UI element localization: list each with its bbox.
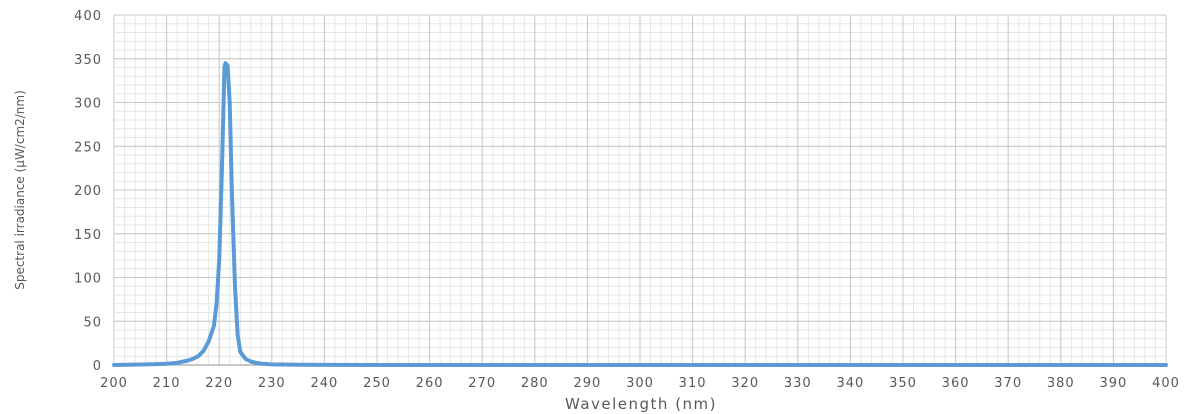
y-tick-label: 400: [74, 9, 102, 24]
x-tick-label: 230: [258, 376, 286, 391]
x-tick-label: 270: [468, 376, 496, 391]
x-tick-label: 290: [573, 376, 601, 391]
y-tick-label: 250: [74, 140, 102, 155]
x-tick-label: 210: [153, 376, 181, 391]
series-line-0: [112, 61, 1168, 367]
x-tick-label: 400: [1152, 376, 1180, 391]
y-tick-label: 50: [83, 315, 102, 330]
x-tick-label: 350: [889, 376, 917, 391]
x-tick-labels: 200 210 220 230 240 250 260 270 280 290 300 310 320 3…: [100, 376, 1180, 391]
y-tick-label: 200: [74, 184, 102, 199]
y-tick-label: 100: [74, 272, 102, 287]
x-tick-label: 320: [731, 376, 759, 391]
x-tick-label: 340: [836, 376, 864, 391]
y-tick-label: 300: [74, 97, 102, 112]
x-tick-label: 310: [679, 376, 707, 391]
y-tick-labels: 0 50 100 150 200 250 300 350 400: [74, 9, 102, 374]
major-grid: [113, 14, 1167, 366]
x-tick-label: 300: [626, 376, 654, 391]
x-tick-label: 240: [310, 376, 338, 391]
y-tick-label: 0: [93, 359, 102, 374]
x-tick-label: 250: [363, 376, 391, 391]
x-axis-title: Wavelength (nm): [565, 395, 717, 413]
x-tick-label: 390: [1099, 376, 1127, 391]
x-tick-label: 220: [205, 376, 233, 391]
x-tick-label: 330: [784, 376, 812, 391]
x-tick-label: 380: [1047, 376, 1075, 391]
series-layer: [112, 61, 1168, 367]
y-tick-label: 350: [74, 53, 102, 68]
x-tick-label: 370: [994, 376, 1022, 391]
x-tick-label: 360: [942, 376, 970, 391]
x-tick-label: 200: [100, 376, 128, 391]
x-tick-label: 280: [521, 376, 549, 391]
y-tick-label: 150: [74, 228, 102, 243]
x-tick-label: 260: [416, 376, 444, 391]
y-axis-title: Spectral irradiance (μW/cm2/nm): [13, 90, 27, 290]
